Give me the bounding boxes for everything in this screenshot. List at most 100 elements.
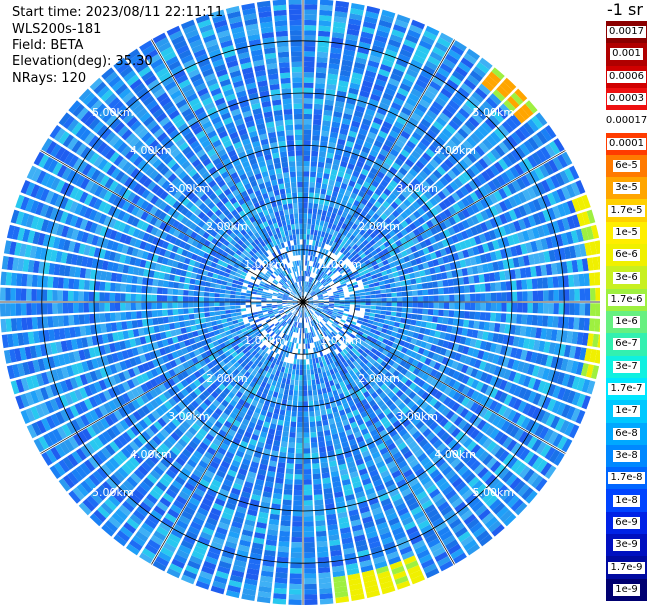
- range-gate-cell: [424, 60, 438, 71]
- range-gate-cell: [314, 499, 324, 506]
- range-gate-cell: [536, 315, 543, 327]
- range-gate-cell: [578, 273, 585, 287]
- range-gate-cell: [382, 259, 389, 266]
- range-gate-cell: [478, 104, 491, 117]
- range-gate-cell: [426, 315, 433, 322]
- range-gate-cell: [309, 416, 316, 422]
- range-gate-cell: [308, 192, 314, 199]
- range-gate-cell: [303, 484, 313, 491]
- range-gate-cell: [309, 411, 315, 417]
- range-gate-cell: [404, 158, 415, 168]
- range-gate-cell: [426, 129, 438, 140]
- range-gate-cell: [469, 311, 476, 320]
- range-gate-cell: [374, 158, 384, 166]
- range-gate-cell: [324, 434, 332, 442]
- range-gate-cell: [317, 46, 329, 53]
- range-gate-cell: [395, 286, 402, 292]
- range-gate-cell: [543, 290, 549, 301]
- range-gate-cell: [309, 234, 314, 241]
- range-gate-cell: [448, 310, 455, 318]
- range-gate-cell: [315, 251, 319, 258]
- range-gate-cell: [352, 270, 359, 276]
- range-gate-cell: [313, 256, 318, 263]
- range-gate-cell: [316, 535, 328, 542]
- range-gate-cell: [342, 249, 349, 256]
- range-gate-cell: [458, 143, 470, 155]
- range-gate-cell: [421, 213, 430, 222]
- range-gate-cell: [284, 478, 293, 485]
- range-gate-cell: [316, 51, 329, 58]
- range-gate-cell: [325, 276, 331, 281]
- range-gate-cell: [374, 313, 381, 318]
- range-gate-cell: [316, 177, 323, 184]
- range-gate-cell: [395, 171, 405, 180]
- range-gate-cell: [323, 487, 333, 495]
- range-gate-cell: [447, 195, 456, 205]
- range-gate-cell: [331, 247, 337, 254]
- range-gate-cell: [373, 253, 380, 260]
- range-gate-cell: [428, 302, 434, 309]
- range-gate-cell: [309, 421, 316, 428]
- range-gate-cell: [410, 191, 420, 201]
- range-gate-cell: [338, 267, 344, 273]
- range-gate-cell: [225, 309, 231, 314]
- range-gate-cell: [297, 406, 303, 412]
- range-gate-cell: [349, 276, 356, 281]
- range-gate-cell: [421, 315, 428, 322]
- range-gate-cell: [439, 221, 447, 231]
- range-gate-cell: [432, 281, 439, 288]
- range-gate-cell: [364, 288, 371, 292]
- range-gate-cell: [380, 179, 389, 188]
- range-gate-cell: [296, 338, 300, 344]
- range-gate-cell: [516, 314, 523, 324]
- range-gate-cell: [358, 243, 365, 250]
- range-gate-cell: [379, 166, 388, 175]
- range-gate-cell: [350, 192, 358, 200]
- range-gate-cell: [348, 158, 357, 166]
- range-gate-cell: [553, 303, 559, 315]
- range-gate-cell: [452, 213, 461, 224]
- range-gate-cell: [313, 103, 323, 110]
- range-gate-cell: [377, 184, 386, 192]
- range-gate-cell: [448, 286, 455, 294]
- range-gate-cell: [487, 180, 498, 192]
- range-gate-cell: [403, 73, 416, 83]
- range-gate-cell: [574, 303, 580, 316]
- range-gate-cell: [336, 251, 343, 258]
- range-gate-cell: [316, 263, 320, 269]
- range-gate-cell: [404, 208, 413, 217]
- range-gate-cell: [379, 63, 392, 73]
- range-gate-cell: [314, 280, 319, 286]
- range-gate-cell: [353, 262, 360, 268]
- range-gate-cell: [382, 323, 389, 330]
- range-gate-cell: [393, 63, 407, 73]
- range-gate-cell: [315, 268, 320, 275]
- range-gate-cell: [427, 288, 434, 295]
- range-gate-cell: [291, 369, 296, 375]
- range-gate-cell: [373, 317, 380, 322]
- range-gate-cell: [488, 322, 496, 332]
- range-gate-cell: [325, 94, 335, 101]
- range-gate-cell: [388, 213, 396, 222]
- range-gate-cell: [318, 241, 323, 248]
- range-gate-cell: [388, 39, 402, 48]
- range-gate-cell: [434, 214, 443, 224]
- range-gate-cell: [309, 289, 313, 294]
- range-gate-cell: [377, 276, 384, 282]
- range-gate-cell: [402, 176, 411, 186]
- range-gate-cell: [393, 97, 405, 107]
- range-gate-cell: [370, 290, 376, 295]
- range-gate-cell: [411, 313, 418, 320]
- range-gate-cell: [401, 162, 411, 172]
- range-gate-cell: [315, 415, 322, 422]
- range-gate-cell: [276, 467, 285, 474]
- range-gate-cell: [314, 287, 319, 292]
- range-gate-cell: [501, 121, 514, 134]
- range-gate-cell: [360, 85, 372, 94]
- range-gate-cell: [469, 293, 476, 302]
- range-gate-cell: [327, 73, 338, 80]
- range-gate-cell: [404, 185, 414, 195]
- range-gate-cell: [343, 173, 352, 180]
- range-gate-cell: [306, 293, 310, 299]
- range-gate-cell: [525, 100, 538, 114]
